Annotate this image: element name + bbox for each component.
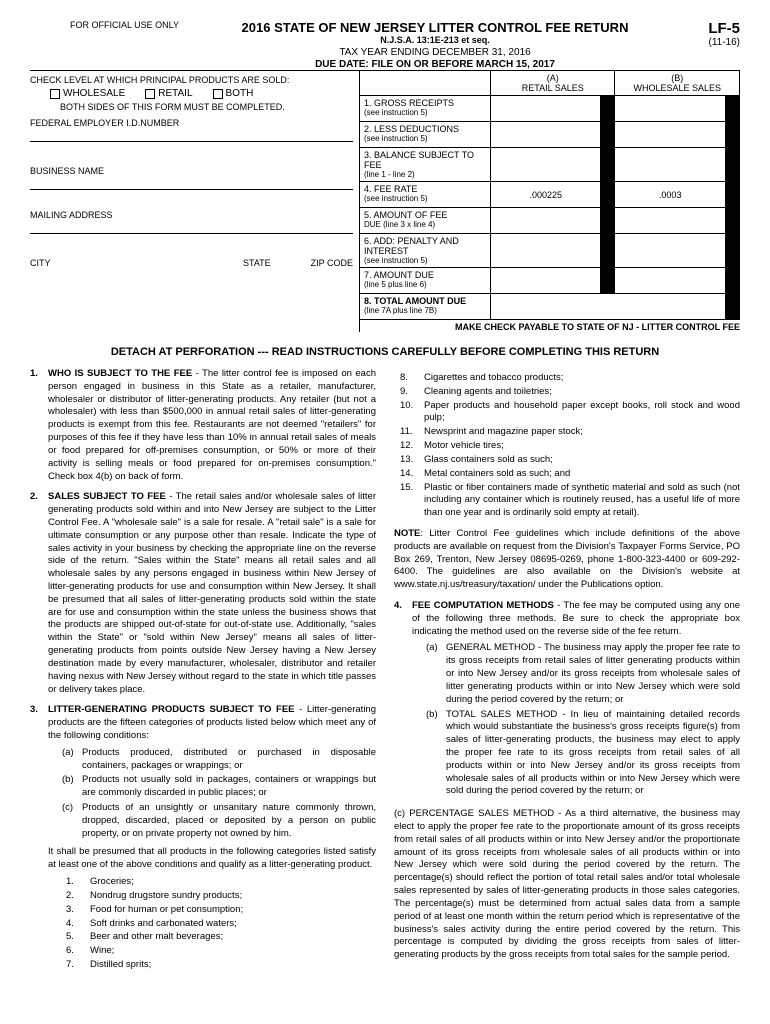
- checkbox-wholesale[interactable]: WHOLESALE: [50, 88, 125, 99]
- detach-instruction: DETACH AT PERFORATION --- READ INSTRUCTI…: [30, 346, 740, 358]
- city-label: CITY: [30, 258, 51, 268]
- instruction-2-number: 2.: [30, 491, 48, 696]
- note-text: NOTE: Litter Control Fee guidelines whic…: [394, 528, 740, 592]
- col-a-header: (A) RETAIL SALES: [491, 71, 615, 96]
- fein-input[interactable]: [30, 128, 353, 142]
- instruction-4-body: FEE COMPUTATION METHODS - The fee may be…: [412, 600, 740, 800]
- instruction-1-number: 1.: [30, 368, 48, 483]
- business-name-label: BUSINESS NAME: [30, 166, 353, 176]
- instructions-section: 1. WHO IS SUBJECT TO THE FEE - The litte…: [30, 368, 740, 981]
- statute-ref: N.J.S.A. 13:1E-213 et seq.: [210, 35, 660, 45]
- mailing-address-input[interactable]: [30, 220, 353, 234]
- due-date: DUE DATE: FILE ON OR BEFORE MARCH 15, 20…: [210, 59, 660, 70]
- form-revision: (11-16): [660, 37, 740, 48]
- instruction-1-body: WHO IS SUBJECT TO THE FEE - The litter c…: [48, 368, 376, 483]
- instruction-3-body: LITTER-GENERATING PRODUCTS SUBJECT TO FE…: [48, 704, 376, 972]
- check-payable-note: MAKE CHECK PAYABLE TO STATE OF NJ - LITT…: [360, 322, 740, 332]
- instruction-4c-body: (c) PERCENTAGE SALES METHOD - As a third…: [394, 808, 740, 962]
- instruction-4-number: 4.: [394, 600, 412, 800]
- checkbox-retail[interactable]: RETAIL: [145, 88, 192, 99]
- mailing-address-label: MAILING ADDRESS: [30, 210, 353, 220]
- col-b-header: (B) WHOLESALE SALES: [615, 71, 740, 96]
- form-code: LF-5: [660, 20, 740, 37]
- zip-label: ZIP CODE: [311, 258, 353, 268]
- instruction-3-number: 3.: [30, 704, 48, 972]
- upper-form-section: CHECK LEVEL AT WHICH PRINCIPAL PRODUCTS …: [30, 70, 740, 332]
- fein-label: FEDERAL EMPLOYER I.D.NUMBER: [30, 118, 353, 128]
- checkbox-both[interactable]: BOTH: [213, 88, 254, 99]
- state-label: STATE: [243, 258, 271, 268]
- business-name-input[interactable]: [30, 176, 353, 190]
- both-sides-note: BOTH SIDES OF THIS FORM MUST BE COMPLETE…: [60, 102, 353, 112]
- form-title: 2016 STATE OF NEW JERSEY LITTER CONTROL …: [210, 20, 660, 35]
- form-header: FOR OFFICIAL USE ONLY 2016 STATE OF NEW …: [30, 20, 740, 70]
- official-use-label: FOR OFFICIAL USE ONLY: [70, 20, 210, 30]
- instruction-2-body: SALES SUBJECT TO FEE - The retail sales …: [48, 491, 376, 696]
- calculation-table: (A) RETAIL SALES (B) WHOLESALE SALES 1. …: [360, 71, 740, 320]
- tax-year: TAX YEAR ENDING DECEMBER 31, 2016: [210, 47, 660, 58]
- check-level-label: CHECK LEVEL AT WHICH PRINCIPAL PRODUCTS …: [30, 75, 353, 85]
